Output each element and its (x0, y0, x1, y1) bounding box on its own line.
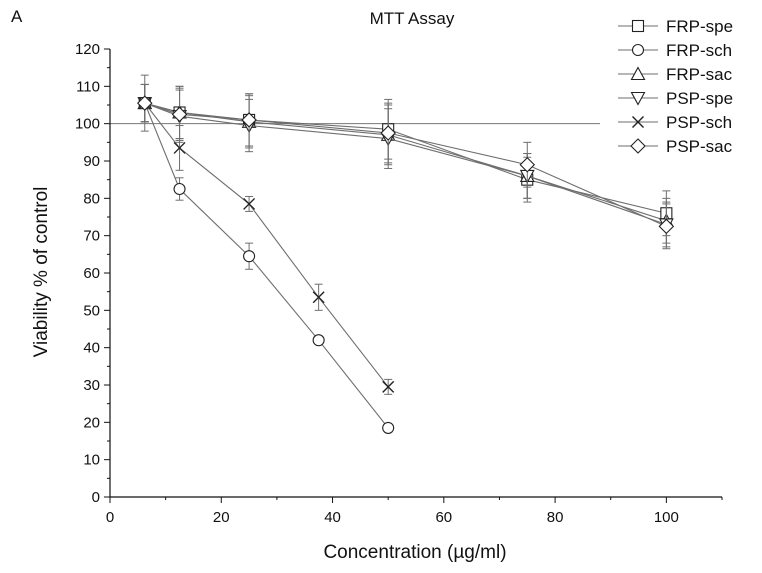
y-tick-label: 90 (83, 153, 100, 170)
data-point-frp-sch (382, 421, 395, 434)
y-tick-label: 50 (83, 302, 100, 319)
x-tick-label: 100 (654, 509, 679, 526)
chart-title: MTT Assay (370, 9, 455, 28)
data-point-psp-sac (519, 156, 536, 173)
legend-label: PSP-sch (666, 113, 732, 132)
data-point-frp-sch (173, 182, 186, 196)
y-tick-label: 10 (83, 452, 100, 469)
data-point-psp-sac (658, 218, 675, 235)
y-tick-label: 60 (83, 265, 100, 282)
y-tick-label: 100 (75, 116, 100, 133)
data-point-psp-sch (173, 141, 186, 154)
legend-item-psp-spe: PSP-spe (618, 89, 733, 108)
data-point-psp-sac (241, 112, 257, 128)
y-tick-label: 30 (83, 377, 100, 394)
legend-marker (631, 19, 645, 33)
legend-label: PSP-spe (666, 89, 733, 108)
marker-stroke (173, 141, 186, 154)
legend-marker (632, 116, 644, 128)
legend: FRP-spe FRP-sch FRP-sac PSP-spe PSP-sch PSP-s… (618, 17, 733, 156)
y-axis-title: Viability % of control (31, 187, 52, 358)
legend-item-psp-sac: PSP-sac (618, 137, 733, 156)
x-tick-label: 40 (324, 509, 341, 526)
x-tick-label: 80 (547, 509, 564, 526)
data-point-psp-sac (171, 106, 188, 123)
panel-label: A (11, 7, 23, 26)
legend-label: FRP-sch (666, 41, 732, 60)
data-point-psp-sac (380, 125, 396, 141)
legend-item-psp-sch: PSP-sch (618, 113, 732, 132)
series-line-frp-sac (144, 102, 667, 222)
legend-item-frp-sch: FRP-sch (618, 41, 732, 60)
legend-item-frp-spe: FRP-spe (618, 17, 733, 36)
y-tick-label: 0 (92, 489, 100, 506)
series-psp-spe (137, 83, 674, 248)
series-frp-sac (137, 83, 674, 244)
legend-label: FRP-sac (666, 65, 733, 84)
legend-label: FRP-spe (666, 17, 733, 36)
data-point-frp-sch (243, 250, 256, 263)
legend-marker (630, 138, 646, 154)
data-point-psp-sac (136, 95, 153, 111)
legend-label: PSP-sac (666, 137, 733, 156)
y-tick-label: 80 (83, 190, 100, 207)
y-tick-label: 110 (76, 78, 100, 95)
legend-marker (631, 43, 645, 57)
marker-stroke (632, 116, 644, 128)
legend-item-frp-sac: FRP-sac (618, 65, 733, 84)
y-tick-label: 40 (83, 340, 100, 357)
y-tick-label: 70 (83, 228, 100, 245)
data-point-psp-sch (312, 291, 325, 304)
series-psp-sac (136, 83, 675, 250)
series-frp-spe (138, 83, 673, 237)
series-layer (136, 74, 675, 434)
series-frp-sch (138, 83, 395, 434)
marker-stroke (243, 197, 256, 210)
legend-marker (630, 91, 646, 106)
x-tick-label: 60 (435, 509, 452, 526)
data-point-psp-sch (382, 380, 395, 393)
axes: 0 10 20 30 40 50 60 70 80 90 100 110 120 0 20 40 60 80 100 (75, 41, 723, 526)
marker-stroke (382, 380, 395, 393)
x-axis-title: Concentration (µg/ml) (323, 542, 506, 563)
data-point-frp-sch (312, 334, 325, 347)
x-tick-label: 20 (213, 509, 230, 526)
y-tick-label: 20 (83, 414, 100, 431)
y-tick-label: 120 (75, 41, 100, 58)
series-line-psp-spe (144, 102, 667, 225)
series-line-frp-sch (144, 102, 389, 429)
marker-stroke (312, 291, 325, 304)
legend-marker (630, 66, 646, 81)
data-point-psp-sch (243, 197, 256, 210)
x-tick-label: 0 (106, 509, 114, 526)
